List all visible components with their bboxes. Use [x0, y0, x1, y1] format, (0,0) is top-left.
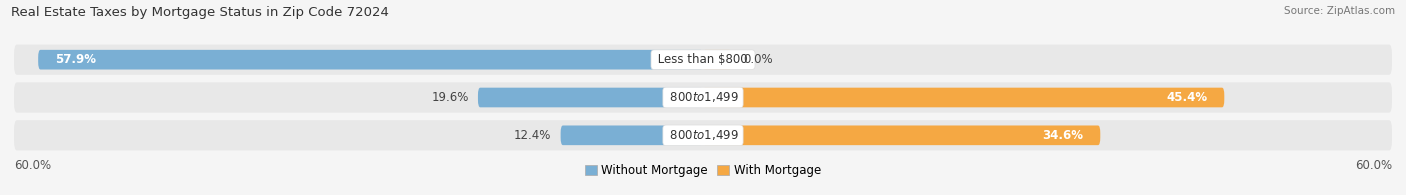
FancyBboxPatch shape: [14, 44, 1392, 75]
FancyBboxPatch shape: [38, 50, 703, 69]
FancyBboxPatch shape: [703, 126, 1101, 145]
Text: $800 to $1,499: $800 to $1,499: [666, 90, 740, 105]
Text: Source: ZipAtlas.com: Source: ZipAtlas.com: [1284, 6, 1395, 16]
Text: 12.4%: 12.4%: [515, 129, 551, 142]
FancyBboxPatch shape: [478, 88, 703, 107]
Text: 0.0%: 0.0%: [744, 53, 773, 66]
Text: $800 to $1,499: $800 to $1,499: [666, 128, 740, 142]
Text: 19.6%: 19.6%: [432, 91, 468, 104]
Text: Less than $800: Less than $800: [654, 53, 752, 66]
FancyBboxPatch shape: [14, 82, 1392, 113]
Text: 57.9%: 57.9%: [55, 53, 97, 66]
FancyBboxPatch shape: [703, 88, 1225, 107]
FancyBboxPatch shape: [703, 50, 731, 69]
Text: 60.0%: 60.0%: [1355, 159, 1392, 172]
Text: 34.6%: 34.6%: [1042, 129, 1083, 142]
Legend: Without Mortgage, With Mortgage: Without Mortgage, With Mortgage: [581, 159, 825, 182]
FancyBboxPatch shape: [561, 126, 703, 145]
FancyBboxPatch shape: [14, 120, 1392, 151]
Text: 60.0%: 60.0%: [14, 159, 51, 172]
Text: Real Estate Taxes by Mortgage Status in Zip Code 72024: Real Estate Taxes by Mortgage Status in …: [11, 6, 389, 19]
Text: 45.4%: 45.4%: [1166, 91, 1208, 104]
